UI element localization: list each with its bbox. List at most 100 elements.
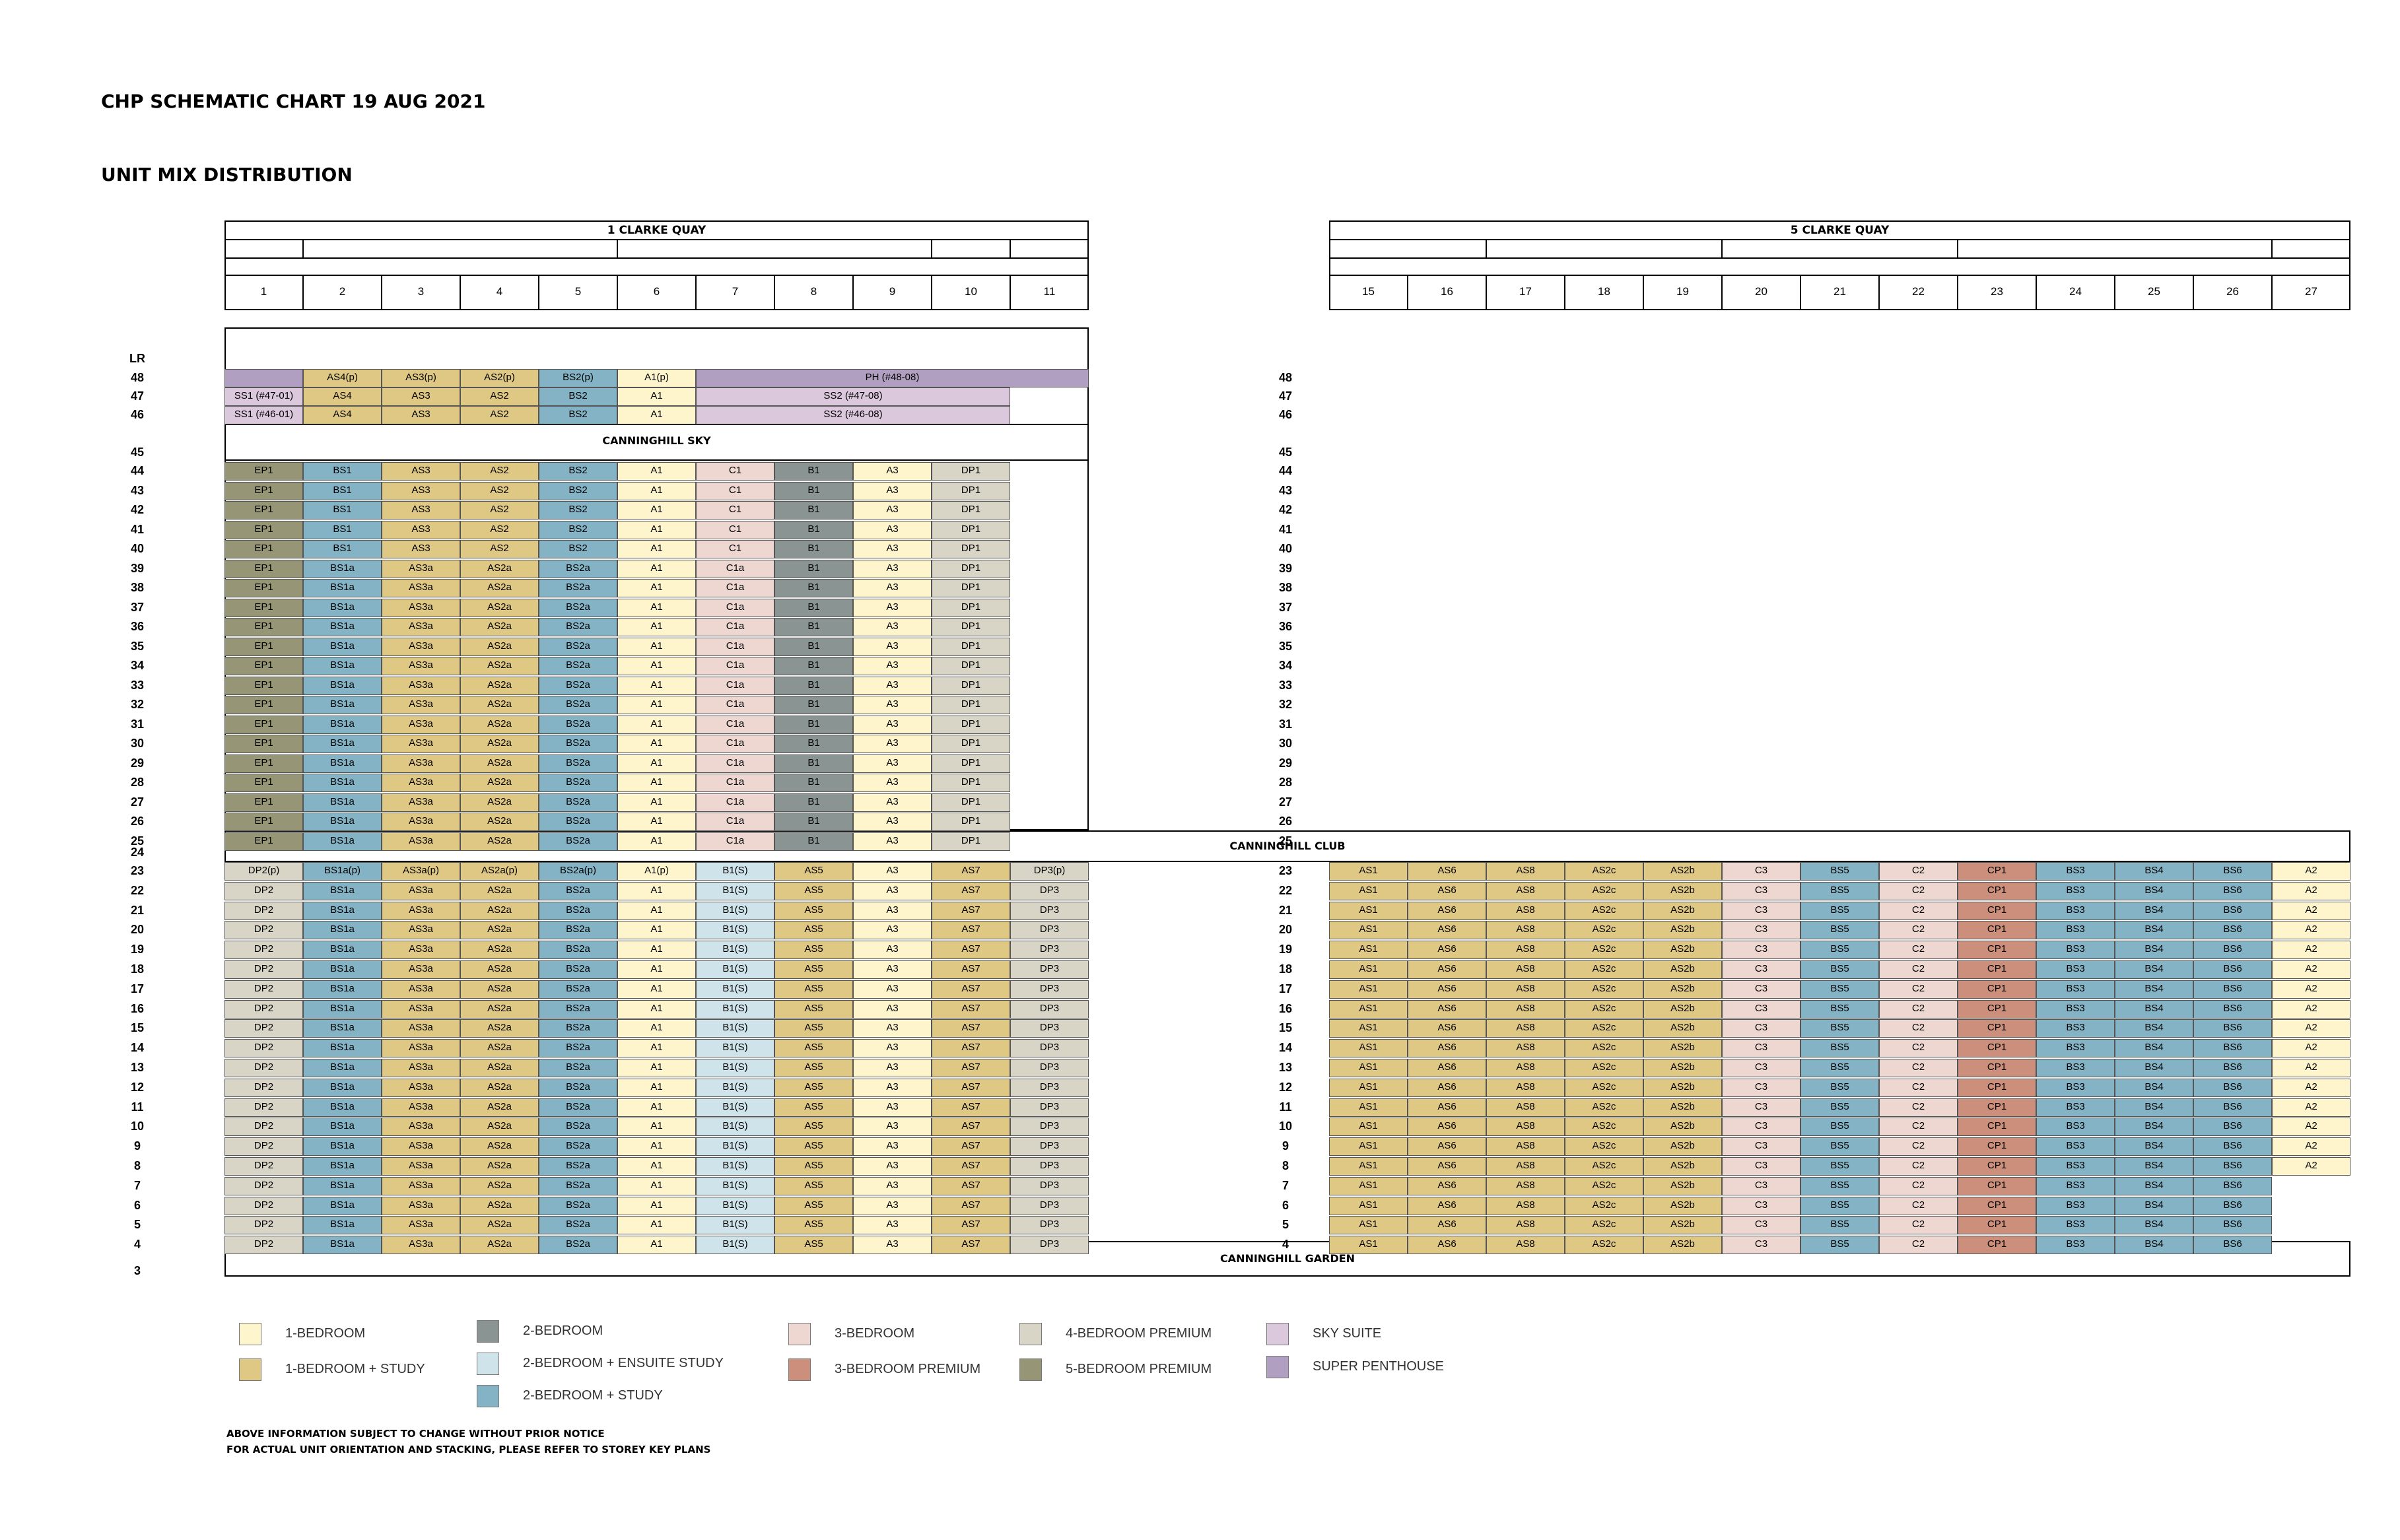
floor-label: 32 (130, 698, 145, 711)
legend-swatch (1266, 1356, 1289, 1378)
unit-cell: A1(p) (617, 862, 696, 881)
unit-cell: BS4 (2115, 1019, 2193, 1038)
unit-cell: DP1 (932, 637, 1010, 656)
unit-cell: EP1 (224, 715, 303, 734)
header-line (224, 275, 1089, 276)
unit-cell: AS5 (774, 862, 853, 881)
unit-cell: BS4 (2115, 941, 2193, 960)
header-divider (1957, 239, 1958, 257)
unit-cell: B1 (774, 813, 853, 831)
unit-cell: AS1 (1329, 1059, 1408, 1077)
unit-cell: EP1 (224, 501, 303, 519)
unit-cell: CP1 (1958, 1059, 2036, 1077)
unit-cell: AS1 (1329, 881, 1408, 900)
unit-cell: C2 (1879, 1137, 1958, 1156)
unit-cell: AS2a (460, 881, 539, 900)
unit-cell: A3 (853, 1196, 932, 1215)
unit-cell: BS2a (539, 999, 617, 1019)
unit-cell: AS2b (1643, 901, 1722, 920)
unit-cell: C1 (696, 462, 774, 481)
unit-cell: A3 (853, 735, 932, 753)
unit-cell: BS3 (2036, 1137, 2115, 1156)
floor-label: 26 (130, 815, 145, 828)
unit-cell: AS1 (1329, 1216, 1408, 1235)
unit-cell: A1 (617, 1216, 696, 1235)
unit-cell: BS5 (1800, 862, 1879, 881)
unit-cell: DP2 (224, 1157, 303, 1176)
floor-label: LR (129, 352, 145, 365)
unit-cell: AS3a (382, 1137, 460, 1156)
unit-cell: C3 (1722, 1078, 1800, 1097)
unit-cell: A3 (853, 1039, 932, 1058)
floor-label: 47 (1278, 389, 1293, 403)
unit-cell: EP1 (224, 540, 303, 558)
unit-cell: AS6 (1408, 1137, 1486, 1156)
unit-cell: A2 (2272, 999, 2350, 1019)
column-divider (1010, 275, 1011, 310)
unit-cell: AS3a (382, 960, 460, 979)
unit-cell: AS2a (460, 715, 539, 734)
floor-label: 44 (1278, 464, 1293, 477)
unit-cell: A2 (2272, 1098, 2350, 1117)
floor-label: 31 (1278, 717, 1293, 731)
unit-cell: AS3a (382, 1039, 460, 1058)
unit-cell: A1 (617, 813, 696, 831)
unit-cell: B1 (774, 481, 853, 500)
floor-label: 14 (130, 1041, 145, 1055)
column-number: 17 (1519, 285, 1532, 298)
unit-cell: BS6 (2193, 1176, 2272, 1195)
unit-cell: AS2b (1643, 999, 1722, 1019)
unit-cell: AS8 (1486, 980, 1565, 999)
unit-cell: BS1a (303, 901, 382, 920)
unit-cell: A3 (853, 1118, 932, 1137)
unit-cell: BS3 (2036, 1078, 2115, 1097)
unit-cell: C2 (1879, 1216, 1958, 1235)
unit-cell: B1(S) (696, 1196, 774, 1215)
unit-cell: AS2c (1565, 1157, 1643, 1176)
unit-cell: BS3 (2036, 1176, 2115, 1195)
unit-cell: DP3 (1010, 999, 1089, 1019)
unit-cell: BS6 (2193, 1098, 2272, 1117)
column-number: 5 (574, 285, 582, 298)
unit-cell: DP3 (1010, 1098, 1089, 1117)
unit-cell: B1 (774, 754, 853, 773)
unit-cell: BS1a (303, 881, 382, 900)
unit-cell: A1 (617, 520, 696, 539)
unit-cell: BS4 (2115, 1157, 2193, 1176)
unit-cell: A3 (853, 1137, 932, 1156)
unit-cell: AS5 (774, 1118, 853, 1137)
unit-cell: BS6 (2193, 960, 2272, 979)
floor-label: 16 (130, 1001, 145, 1015)
unit-cell: BS4 (2115, 1039, 2193, 1058)
unit-cell: BS5 (1800, 980, 1879, 999)
unit-cell: AS2(p) (460, 369, 539, 387)
unit-cell: AS1 (1329, 921, 1408, 940)
column-number: 18 (1598, 285, 1610, 298)
unit-cell: BS2a (539, 1078, 617, 1097)
legend-label: 1-BEDROOM + STUDY (285, 1362, 425, 1376)
unit-cell: A3 (853, 941, 932, 960)
unit-cell: C1a (696, 832, 774, 851)
unit-cell: BS6 (2193, 980, 2272, 999)
unit-cell: AS1 (1329, 1118, 1408, 1137)
unit-cell: CP1 (1958, 1236, 2036, 1255)
unit-cell: AS3a (382, 999, 460, 1019)
header-divider (2271, 239, 2273, 257)
unit-cell: BS2a (539, 1118, 617, 1137)
floor-label: 16 (1278, 1001, 1293, 1015)
unit-cell: C2 (1879, 999, 1958, 1019)
floor-label: 33 (1278, 678, 1293, 692)
floor-label: 11 (131, 1100, 144, 1114)
unit-cell: AS3(p) (382, 369, 460, 387)
unit-cell: A3 (853, 862, 932, 881)
unit-cell: BS1a (303, 754, 382, 773)
unit-cell: AS2b (1643, 1019, 1722, 1038)
header-line (1329, 257, 2350, 259)
unit-cell: BS3 (2036, 862, 2115, 881)
unit-cell: A1 (617, 387, 696, 406)
unit-cell: AS1 (1329, 1137, 1408, 1156)
unit-cell: DP1 (932, 540, 1010, 558)
unit-cell: A3 (853, 559, 932, 578)
column-divider (1407, 275, 1408, 310)
unit-cell: AS5 (774, 1098, 853, 1117)
